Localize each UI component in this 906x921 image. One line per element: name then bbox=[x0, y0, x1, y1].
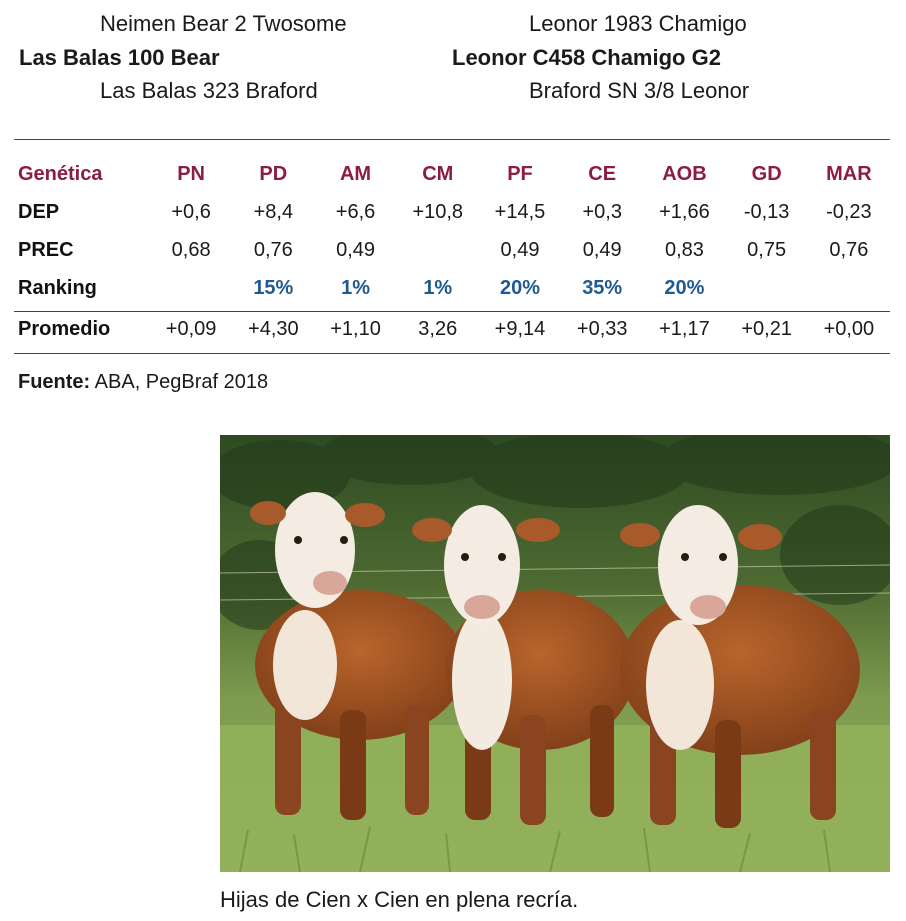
table-cell: +14,5 bbox=[494, 200, 546, 223]
column-header-pn: PN bbox=[177, 162, 205, 185]
table-cell bbox=[808, 269, 890, 307]
row-label-dep: DEP bbox=[18, 200, 60, 223]
table-cell: 0,49 bbox=[500, 238, 540, 261]
table-cell: +0,21 bbox=[741, 317, 792, 340]
genetics-header: Genética bbox=[18, 162, 103, 185]
table-cell: +6,6 bbox=[335, 200, 376, 223]
table-cell: +1,17 bbox=[659, 317, 710, 340]
source-label: Fuente: bbox=[18, 371, 91, 393]
table-cell: +0,6 bbox=[171, 200, 211, 223]
sire-name: Las Balas 100 Bear bbox=[19, 45, 220, 70]
cow-right bbox=[620, 505, 860, 828]
table-cell: +0,3 bbox=[582, 200, 622, 223]
cattle-illustration bbox=[220, 435, 890, 872]
cow-center bbox=[412, 505, 635, 825]
table-cell: +9,14 bbox=[494, 317, 546, 340]
source-text: ABA, PegBraf 2018 bbox=[94, 371, 269, 393]
table-cell bbox=[726, 269, 808, 307]
dam-of-dam: Braford SN 3/8 Leonor bbox=[529, 78, 750, 103]
column-header-pf: PF bbox=[507, 162, 533, 185]
column-header-cm: CM bbox=[422, 162, 454, 185]
table-cell: 0,83 bbox=[664, 238, 704, 261]
genetics-table: Genética PN PD AM CM PF CE AOB GD MAR DE… bbox=[14, 155, 890, 351]
table-cell: 1% bbox=[341, 276, 370, 299]
table-cell: +0,09 bbox=[165, 317, 217, 340]
table-cell: +8,4 bbox=[253, 200, 294, 223]
dam-name: Leonor C458 Chamigo G2 bbox=[452, 45, 721, 70]
table-cell: 20% bbox=[664, 276, 705, 299]
table-cell: 0,49 bbox=[582, 238, 622, 261]
table-cell: 0,76 bbox=[829, 238, 869, 261]
row-label-prec: PREC bbox=[18, 238, 74, 261]
sire-of-sire: Neimen Bear 2 Twosome bbox=[100, 11, 347, 36]
table-bottom-rule bbox=[14, 353, 890, 354]
table-row-prec: PREC 0,68 0,76 0,49 0,49 0,49 0,83 0,75 … bbox=[14, 231, 890, 269]
table-cell: 1% bbox=[423, 276, 453, 299]
table-row-promedio: Promedio +0,09 +4,30 +1,10 3,26 +9,14 +0… bbox=[14, 307, 890, 351]
pedigree: Neimen Bear 2 Twosome Las Balas 100 Bear… bbox=[0, 0, 906, 110]
table-cell bbox=[397, 231, 479, 269]
table-top-rule bbox=[14, 139, 890, 140]
dam-of-sire: Las Balas 323 Braford bbox=[100, 78, 318, 103]
table-row-dep: DEP +0,6 +8,4 +6,6 +10,8 +14,5 +0,3 +1,6… bbox=[14, 193, 890, 231]
cow-left bbox=[250, 492, 465, 820]
column-header-mar: MAR bbox=[826, 162, 872, 185]
table-cell: +0,00 bbox=[823, 317, 875, 340]
column-header-am: AM bbox=[339, 162, 372, 185]
table-cell: -0,23 bbox=[826, 200, 872, 223]
cattle-photo bbox=[220, 435, 890, 872]
table-cell: 0,76 bbox=[253, 238, 293, 261]
column-header-pd: PD bbox=[259, 162, 288, 185]
table-cell: 20% bbox=[499, 276, 540, 299]
table-header-row: Genética PN PD AM CM PF CE AOB GD MAR bbox=[14, 155, 890, 193]
table-cell: 0,75 bbox=[747, 238, 787, 261]
table-cell: +1,10 bbox=[330, 317, 381, 340]
table-cell: 3,26 bbox=[418, 317, 458, 340]
table-average-rule bbox=[14, 311, 890, 312]
column-header-aob: AOB bbox=[662, 162, 707, 185]
table-cell bbox=[150, 269, 232, 307]
column-header-ce: CE bbox=[588, 162, 617, 185]
table-cell: 15% bbox=[253, 276, 294, 299]
table-cell: 35% bbox=[582, 276, 623, 299]
table-cell: +10,8 bbox=[412, 200, 464, 223]
table-cell: +4,30 bbox=[248, 317, 299, 340]
table-cell: -0,13 bbox=[743, 200, 790, 223]
column-header-gd: GD bbox=[751, 162, 782, 185]
photo-caption: Hijas de Cien x Cien en plena recría. bbox=[220, 887, 579, 912]
table-cell: +1,66 bbox=[659, 200, 710, 223]
row-label-promedio: Promedio bbox=[18, 317, 111, 340]
source-note: Fuente: ABA, PegBraf 2018 bbox=[18, 370, 268, 394]
row-label-ranking: Ranking bbox=[18, 276, 97, 299]
table-row-ranking: Ranking 15% 1% 1% 20% 35% 20% bbox=[14, 269, 890, 307]
table-cell: +0,33 bbox=[576, 317, 628, 340]
sire-of-dam: Leonor 1983 Chamigo bbox=[529, 11, 747, 36]
table-cell: 0,68 bbox=[171, 238, 211, 261]
table-cell: 0,49 bbox=[336, 238, 376, 261]
